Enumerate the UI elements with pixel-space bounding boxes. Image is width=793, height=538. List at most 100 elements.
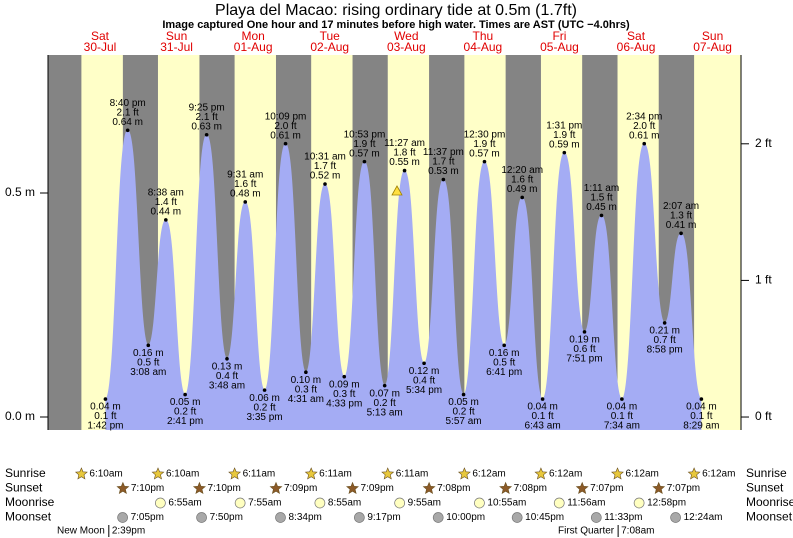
almanac-icon [670, 512, 681, 523]
low-tide-label: 0.05 m [448, 397, 479, 408]
low-tide-label: 5:34 pm [406, 385, 442, 396]
low-tide-label: 0.12 m [409, 366, 440, 377]
high-tide-label: 11:27 am [384, 138, 425, 149]
almanac-icon [457, 467, 471, 480]
high-tide-label: 0.48 m [230, 189, 261, 200]
day-date: 06-Aug [617, 40, 656, 54]
high-tide-label: 12:20 am [501, 165, 543, 176]
high-tide-label: 1.6 ft [234, 179, 256, 190]
tide-point [520, 195, 525, 200]
almanac-time: 8:34pm [288, 512, 321, 523]
high-tide-label: 0.61 m [629, 130, 660, 141]
low-tide-label: 0.1 ft [611, 411, 633, 422]
low-tide-label: 0.21 m [649, 326, 680, 337]
tide-point [342, 374, 347, 379]
high-tide-label: 1.9 ft [473, 139, 495, 150]
low-tide-label: 0.06 m [249, 393, 280, 404]
y2-tick-label: 2 ft [755, 136, 772, 150]
high-tide-label: 2.0 ft [633, 121, 655, 132]
high-tide-label: 10:09 pm [265, 111, 307, 122]
low-tide-label: 0.16 m [133, 348, 164, 359]
high-tide-label: 0.49 m [507, 184, 538, 195]
day-date: 30-Jul [84, 40, 117, 54]
high-tide-label: 8:38 am [148, 188, 184, 199]
low-tide-label: 0.04 m [686, 402, 717, 413]
low-tide-label: 0.5 ft [137, 357, 159, 368]
almanac-time: 7:10pm [131, 483, 164, 494]
low-tide-label: 0.5 ft [493, 357, 515, 368]
y2-tick-label: 1 ft [755, 273, 772, 287]
almanac-icon [117, 512, 128, 523]
almanac-icon [432, 512, 444, 523]
almanac-time: 6:10am [89, 469, 122, 480]
low-tide-label: 0.4 ft [216, 371, 238, 382]
tide-point [225, 356, 229, 361]
low-tide-label: 0.05 m [170, 397, 201, 408]
tide-point [422, 361, 426, 366]
tide-point [362, 159, 367, 164]
high-tide-label: 1.4 ft [155, 197, 177, 208]
y2-tick-label: 0 ft [755, 409, 772, 423]
row-label: Moonrise [5, 495, 55, 509]
moon-phase-time: 2:39pm [112, 526, 145, 537]
tide-point [262, 388, 267, 392]
day-date: 07-Aug [693, 40, 732, 54]
moon-phase-time: 7:08am [621, 526, 654, 537]
tide-point [183, 392, 187, 397]
tide-point [243, 200, 248, 204]
tide-point [103, 397, 108, 401]
high-tide-label: 0.57 m [349, 148, 380, 159]
low-tide-label: 0.2 ft [374, 398, 396, 409]
day-date: 02-Aug [310, 40, 349, 54]
tide-point [402, 168, 407, 173]
almanac-time: 6:12am [626, 469, 659, 480]
almanac-icon [511, 512, 523, 523]
high-tide-label: 2.1 ft [196, 112, 218, 123]
low-tide-label: 0.04 m [527, 402, 558, 413]
almanac-icon [228, 467, 242, 480]
row-label-right: Sunrise [746, 466, 787, 480]
low-tide-label: 3:35 pm [247, 412, 283, 423]
high-tide-label: 1.6 ft [511, 175, 533, 186]
almanac-time: 9:55am [408, 498, 441, 509]
row-label-right: Moonrise [746, 495, 793, 509]
low-tide-label: 0.3 ft [333, 389, 355, 400]
low-tide-label: 5:57 am [446, 416, 482, 427]
almanac-icon [304, 467, 318, 480]
low-tide-label: 2:41 pm [167, 416, 203, 427]
day-name: Sat [91, 29, 110, 43]
high-tide-label: 0.55 m [389, 157, 420, 168]
almanac-time: 7:09pm [361, 483, 394, 494]
low-tide-label: 0.09 m [329, 379, 360, 390]
low-tide-label: 3:48 am [209, 380, 245, 391]
tide-point [461, 392, 466, 397]
almanac-time: 11:33pm [604, 512, 642, 523]
row-label: Moonset [5, 510, 52, 524]
day-name: Thu [473, 29, 494, 43]
almanac-time: 11:56am [567, 498, 605, 509]
low-tide-label: 0.2 ft [174, 407, 196, 418]
low-tide-label: 0.04 m [90, 402, 121, 413]
chart-subtitle: Image captured One hour and 17 minutes b… [162, 19, 630, 31]
almanac-time: 10:45pm [525, 512, 564, 523]
moon-phase-name: First Quarter [558, 526, 615, 537]
almanac-icon [275, 512, 286, 523]
high-tide-label: 1.9 ft [553, 130, 575, 141]
high-tide-label: 0.59 m [549, 139, 580, 150]
high-tide-label: 1.7 ft [432, 157, 454, 168]
almanac-time: 7:09pm [284, 483, 317, 494]
low-tide-label: 6:43 am [525, 421, 561, 432]
day-date: 31-Jul [160, 40, 193, 54]
almanac-time: 6:11am [319, 469, 352, 480]
tide-point [125, 128, 130, 133]
row-label: Sunrise [5, 466, 46, 480]
high-tide-label: 1.7 ft [314, 161, 336, 172]
almanac-icon [633, 497, 645, 509]
almanac-icon [74, 467, 88, 480]
high-tide-label: 10:53 pm [344, 129, 386, 140]
high-tide-label: 11:37 pm [423, 147, 464, 158]
almanac-time: 10:55am [487, 498, 526, 509]
almanac-icon [394, 497, 406, 509]
almanac-time: 6:12am [702, 469, 735, 480]
almanac-time: 12:24am [684, 512, 723, 523]
